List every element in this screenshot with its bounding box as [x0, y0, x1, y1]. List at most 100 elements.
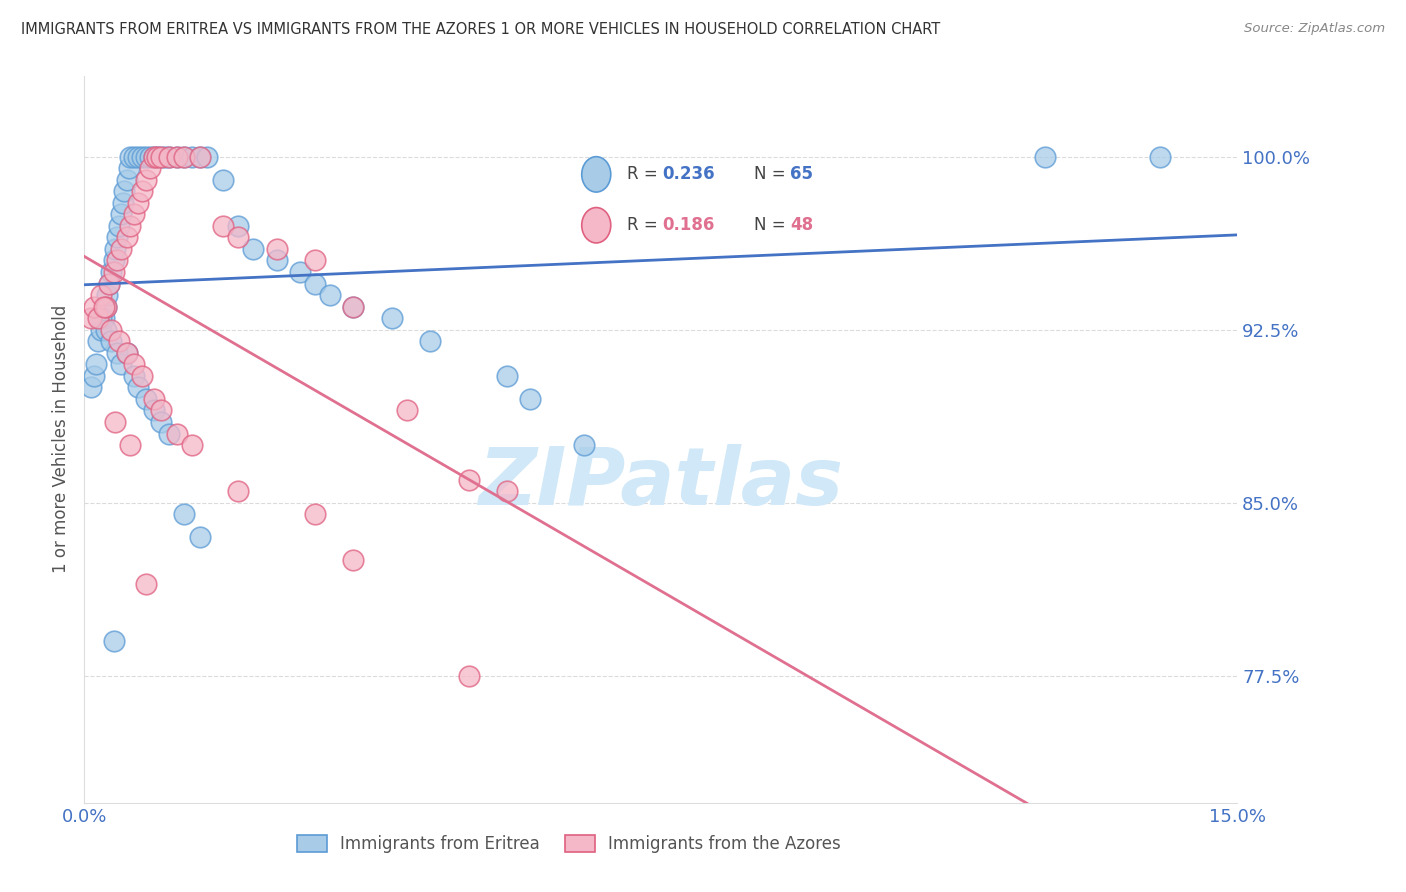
Point [173, 150, 195, 164]
Point [135, 576, 157, 591]
Point [79, 311, 101, 326]
Point [83, 368, 105, 383]
Point [195, 150, 218, 164]
Point [111, 195, 134, 210]
Point [124, 207, 146, 221]
Point [166, 150, 188, 164]
Point [135, 150, 157, 164]
Point [157, 150, 180, 164]
Point [87, 334, 110, 349]
Point [1033, 150, 1056, 164]
Text: R =: R = [627, 216, 662, 235]
Point [457, 669, 479, 683]
Point [342, 300, 364, 314]
Point [115, 345, 138, 359]
Point [304, 508, 326, 522]
Ellipse shape [582, 208, 610, 243]
Point [304, 277, 326, 291]
Legend: Immigrants from Eritrea, Immigrants from the Azores: Immigrants from Eritrea, Immigrants from… [290, 829, 848, 860]
Point [124, 357, 146, 371]
Point [419, 334, 441, 349]
Point [135, 392, 157, 406]
Point [396, 403, 419, 417]
Point [127, 380, 149, 394]
Y-axis label: 1 or more Vehicles in Household: 1 or more Vehicles in Household [52, 305, 70, 574]
Text: ZIPatlas: ZIPatlas [478, 444, 844, 522]
Text: 65: 65 [790, 165, 813, 184]
Point [266, 242, 288, 256]
Text: IMMIGRANTS FROM ERITREA VS IMMIGRANTS FROM THE AZORES 1 OR MORE VEHICLES IN HOUS: IMMIGRANTS FROM ERITREA VS IMMIGRANTS FR… [21, 22, 941, 37]
Point [127, 150, 149, 164]
Point [110, 207, 132, 221]
Point [131, 184, 153, 198]
Point [94, 300, 117, 314]
Point [120, 219, 142, 233]
Point [457, 473, 479, 487]
Point [188, 530, 211, 544]
Point [150, 415, 173, 429]
Point [150, 150, 173, 164]
Point [93, 300, 115, 314]
Point [142, 403, 165, 417]
Point [112, 184, 135, 198]
Point [181, 438, 204, 452]
Point [496, 368, 519, 383]
Point [104, 415, 127, 429]
Point [105, 345, 128, 359]
Point [166, 426, 188, 441]
Point [120, 150, 142, 164]
Point [90, 311, 112, 326]
Point [166, 150, 188, 164]
Point [181, 150, 204, 164]
Point [142, 150, 165, 164]
Point [100, 323, 122, 337]
Point [100, 334, 122, 349]
Point [211, 219, 233, 233]
Point [226, 484, 249, 499]
Point [381, 311, 404, 326]
Point [127, 195, 149, 210]
Point [173, 508, 195, 522]
Point [226, 219, 249, 233]
Point [146, 150, 169, 164]
Point [115, 345, 138, 359]
Point [173, 150, 195, 164]
Ellipse shape [582, 157, 610, 192]
Point [157, 150, 180, 164]
Point [288, 265, 311, 279]
Point [572, 438, 595, 452]
Point [110, 357, 132, 371]
Point [135, 172, 157, 186]
Point [120, 438, 142, 452]
Text: N =: N = [755, 165, 792, 184]
Point [138, 161, 160, 175]
Point [496, 484, 519, 499]
Point [242, 242, 264, 256]
Text: R =: R = [627, 165, 662, 184]
Point [105, 253, 128, 268]
Point [131, 368, 153, 383]
Point [93, 311, 115, 326]
Text: 48: 48 [790, 216, 813, 235]
Point [94, 323, 117, 337]
Point [319, 288, 342, 302]
Point [124, 150, 146, 164]
Point [79, 380, 101, 394]
Point [519, 392, 541, 406]
Point [142, 392, 165, 406]
Point [108, 219, 131, 233]
Point [97, 277, 120, 291]
Point [90, 288, 112, 302]
Point [150, 403, 173, 417]
Point [97, 277, 120, 291]
Point [342, 300, 364, 314]
Point [105, 230, 128, 244]
Text: N =: N = [755, 216, 792, 235]
Point [342, 553, 364, 567]
Point [226, 230, 249, 244]
Point [96, 288, 118, 302]
Point [266, 253, 288, 268]
Point [1149, 150, 1171, 164]
Point [103, 253, 125, 268]
Point [157, 426, 180, 441]
